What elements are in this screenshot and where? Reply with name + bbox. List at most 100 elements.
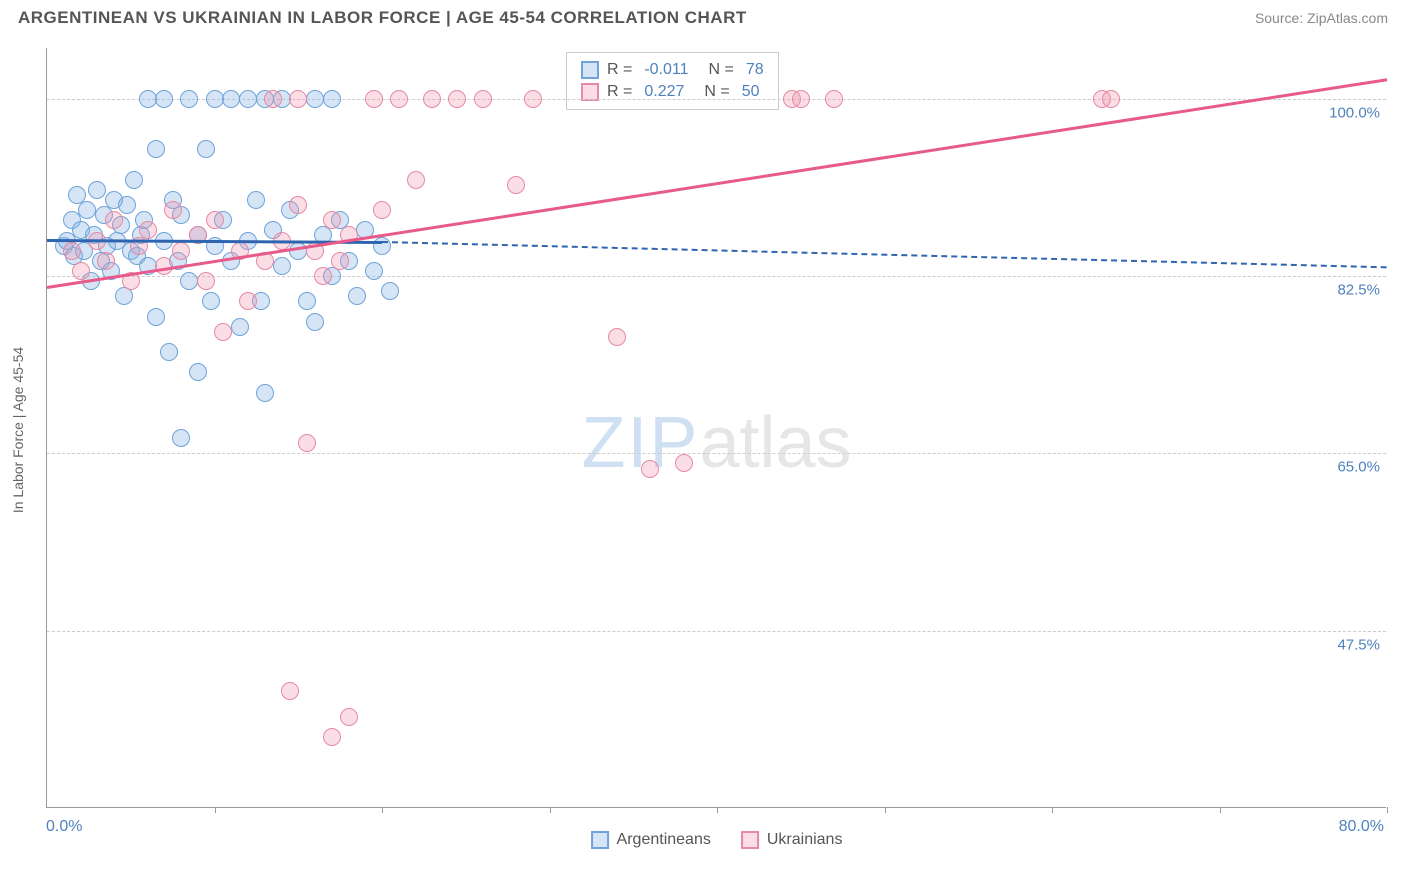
data-point [155,90,173,108]
y-tick-label: 100.0% [1329,104,1380,121]
data-point [289,90,307,108]
legend-swatch [741,831,759,849]
data-point [264,90,282,108]
chart-source: Source: ZipAtlas.com [1255,10,1388,26]
correlation-legend: R = -0.011 N = 78 R =0.227N =50 [566,52,779,110]
data-point [202,292,220,310]
series-legend: Argentineans Ukrainians [591,831,843,849]
data-point [306,313,324,331]
gridline [47,276,1386,277]
data-point [206,90,224,108]
legend-row: R = -0.011 N = 78 [581,59,764,81]
data-point [88,181,106,199]
scatter-chart: ZIPatlas R =-0.011N =78R =0.227N =50 Arg… [46,48,1386,808]
data-point [197,140,215,158]
data-point [289,196,307,214]
data-point [164,201,182,219]
trend-line [382,241,1387,268]
data-point [608,328,626,346]
data-point [214,323,232,341]
data-point [256,384,274,402]
x-tick [1387,807,1388,813]
legend-r-value: -0.011 [644,61,688,79]
data-point [298,434,316,452]
data-point [390,90,408,108]
legend-item: Argentineans [591,831,711,849]
legend-n-label: N = [709,61,734,79]
watermark-atlas: atlas [699,403,851,483]
data-point [231,318,249,336]
data-point [373,201,391,219]
data-point [448,90,466,108]
data-point [105,211,123,229]
data-point [273,257,291,275]
data-point [314,267,332,285]
data-point [373,237,391,255]
data-point [180,90,198,108]
data-point [365,90,383,108]
data-point [423,90,441,108]
x-tick [215,807,216,813]
legend-n-value: 78 [746,61,764,79]
legend-series-name: Ukrainians [767,831,843,849]
watermark: ZIPatlas [581,402,851,484]
data-point [197,272,215,290]
legend-row: R =0.227N =50 [581,81,764,103]
data-point [172,242,190,260]
data-point [365,262,383,280]
data-point [323,90,341,108]
legend-r-label: R = [607,61,632,79]
data-point [239,90,257,108]
data-point [474,90,492,108]
data-point [147,140,165,158]
data-point [825,90,843,108]
legend-series-name: Argentineans [617,831,711,849]
data-point [381,282,399,300]
trend-line [47,78,1387,289]
data-point [189,363,207,381]
data-point [72,262,90,280]
x-tick [885,807,886,813]
y-tick-label: 65.0% [1337,459,1380,476]
data-point [348,287,366,305]
data-point [323,211,341,229]
chart-header: ARGENTINEAN VS UKRAINIAN IN LABOR FORCE … [0,0,1406,36]
data-point [180,272,198,290]
data-point [407,171,425,189]
data-point [118,196,136,214]
data-point [78,201,96,219]
data-point [247,191,265,209]
data-point [524,90,542,108]
data-point [507,176,525,194]
data-point [331,252,349,270]
data-point [641,460,659,478]
data-point [139,221,157,239]
data-point [323,728,341,746]
data-point [675,454,693,472]
x-axis-min-label: 0.0% [46,818,82,836]
data-point [298,292,316,310]
x-tick [1220,807,1221,813]
chart-title: ARGENTINEAN VS UKRAINIAN IN LABOR FORCE … [18,8,747,28]
data-point [281,682,299,700]
data-point [222,90,240,108]
gridline [47,631,1386,632]
data-point [63,242,81,260]
y-tick-label: 47.5% [1337,636,1380,653]
data-point [792,90,810,108]
data-point [239,292,257,310]
data-point [125,171,143,189]
legend-swatch [591,831,609,849]
data-point [1102,90,1120,108]
x-tick [717,807,718,813]
y-tick-label: 82.5% [1337,282,1380,299]
data-point [172,429,190,447]
data-point [139,90,157,108]
legend-item: Ukrainians [741,831,843,849]
data-point [306,90,324,108]
x-tick [550,807,551,813]
data-point [97,252,115,270]
x-tick [1052,807,1053,813]
gridline [47,453,1386,454]
legend-swatch [581,61,599,79]
